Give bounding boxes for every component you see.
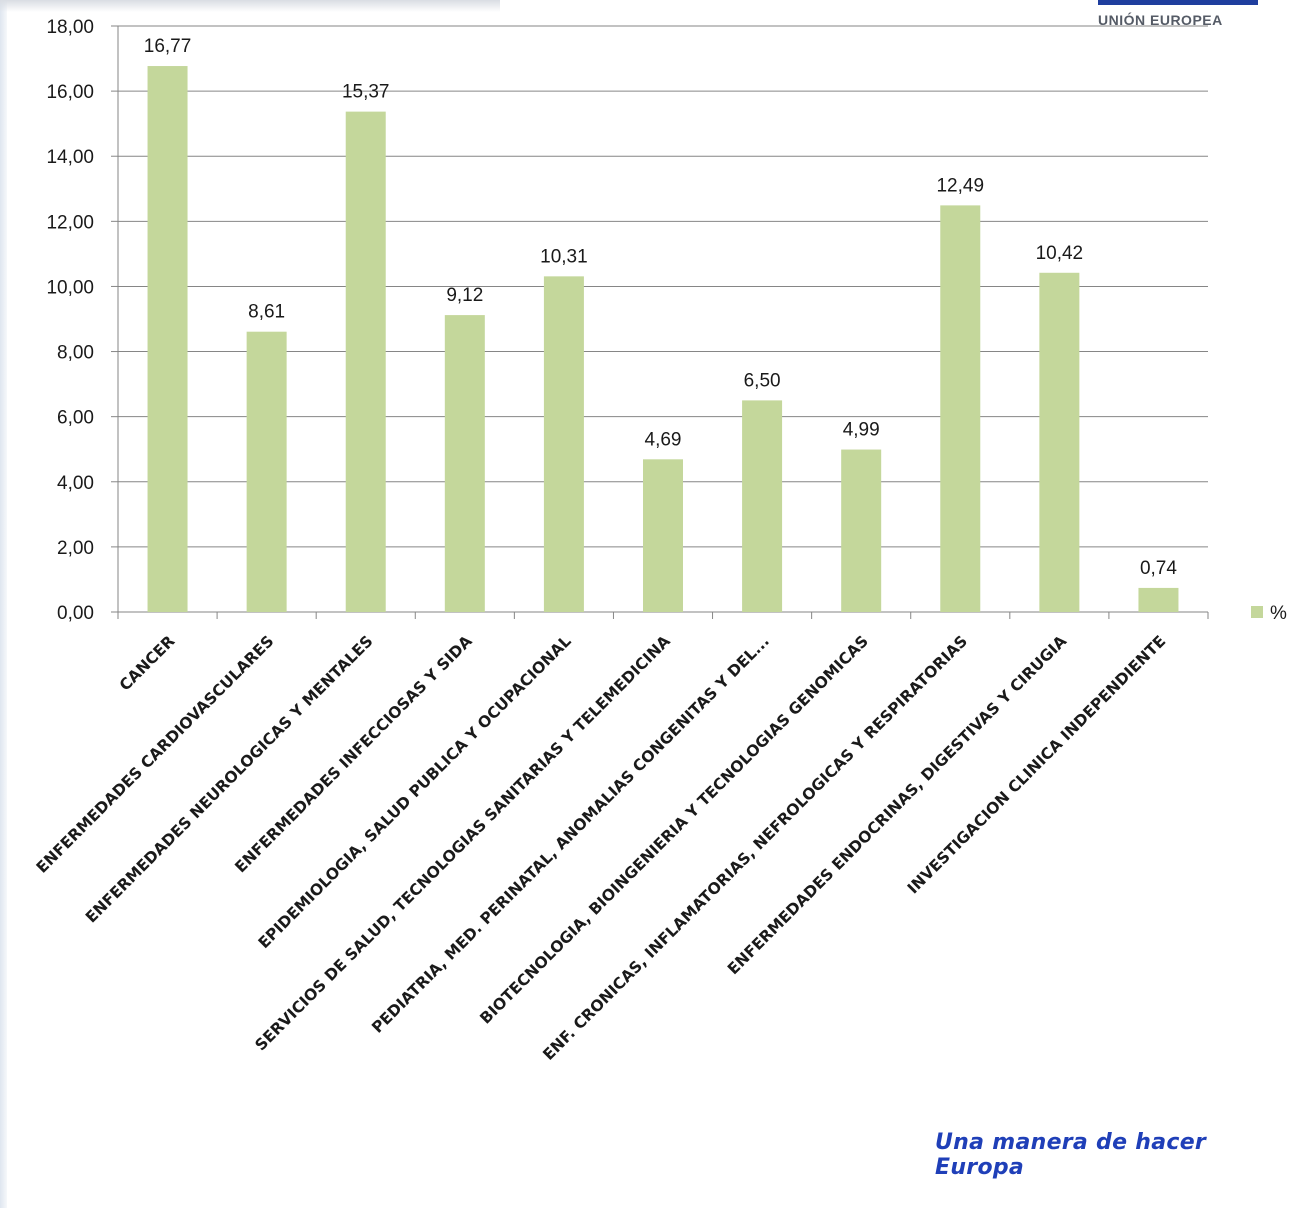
y-tick-label: 18,00 [46,17,94,38]
category-label: BIOTECNOLOGIA, BIOINGENIERIA Y TECNOLOGI… [477,632,872,1027]
data-label: 10,42 [1036,243,1084,264]
data-label: 9,12 [446,285,483,306]
y-tick-label: 6,00 [57,408,94,429]
category-label: PEDIATRIA, MED. PERINATAL, ANOMALIAS CON… [368,632,773,1037]
bar [841,449,882,612]
bar [444,315,485,612]
data-label: 15,37 [342,82,390,103]
bar [1039,272,1080,612]
data-label: 10,31 [540,246,588,267]
y-tick-label: 4,00 [57,473,94,494]
data-label: 4,69 [645,429,682,450]
bars [147,66,1179,613]
y-tick-labels: 0,00 2,00 4,00 6,00 8,00 10,00 12,00 14,00 16,00… [46,17,94,624]
y-tick-label: 16,00 [46,82,94,103]
y-tick-label: 10,00 [46,277,94,298]
y-tick-label: 12,00 [46,212,94,233]
bar [147,66,188,612]
category-label: CANCER [116,632,178,694]
bar [1138,587,1179,612]
y-tick-label: 8,00 [57,343,94,364]
legend-label: % [1270,603,1287,624]
eu-label: UNIÓN EUROPEA [1098,12,1223,28]
slogan: Una manera de hacer Europa [935,1130,1207,1180]
bar [345,111,386,613]
data-label: 4,99 [843,420,880,441]
bar [742,400,783,612]
bar [543,276,584,612]
legend: % [1251,603,1287,624]
y-tick-label: 0,00 [57,603,94,624]
left-edge-strip [0,0,7,1208]
data-label: 0,74 [1140,558,1177,579]
data-label: 12,49 [936,175,984,196]
legend-swatch [1251,606,1263,618]
bar [940,205,981,612]
category-label: ENFERMEDADES ENDOCRINAS, DIGESTIVAS Y CI… [724,632,1070,978]
data-label: 8,61 [248,302,285,323]
y-tick-label: 2,00 [57,538,94,559]
bar [643,459,683,612]
bar [246,331,287,612]
top-shadow [0,0,500,12]
eu-flag-bar [1098,0,1258,5]
data-labels: 16,77 8,61 15,37 9,12 10,31 4,69 6,50 4,99 12,49… [144,36,1178,579]
y-tick-label: 14,00 [46,147,94,168]
data-label: 16,77 [144,36,192,57]
data-label: 6,50 [744,370,781,391]
